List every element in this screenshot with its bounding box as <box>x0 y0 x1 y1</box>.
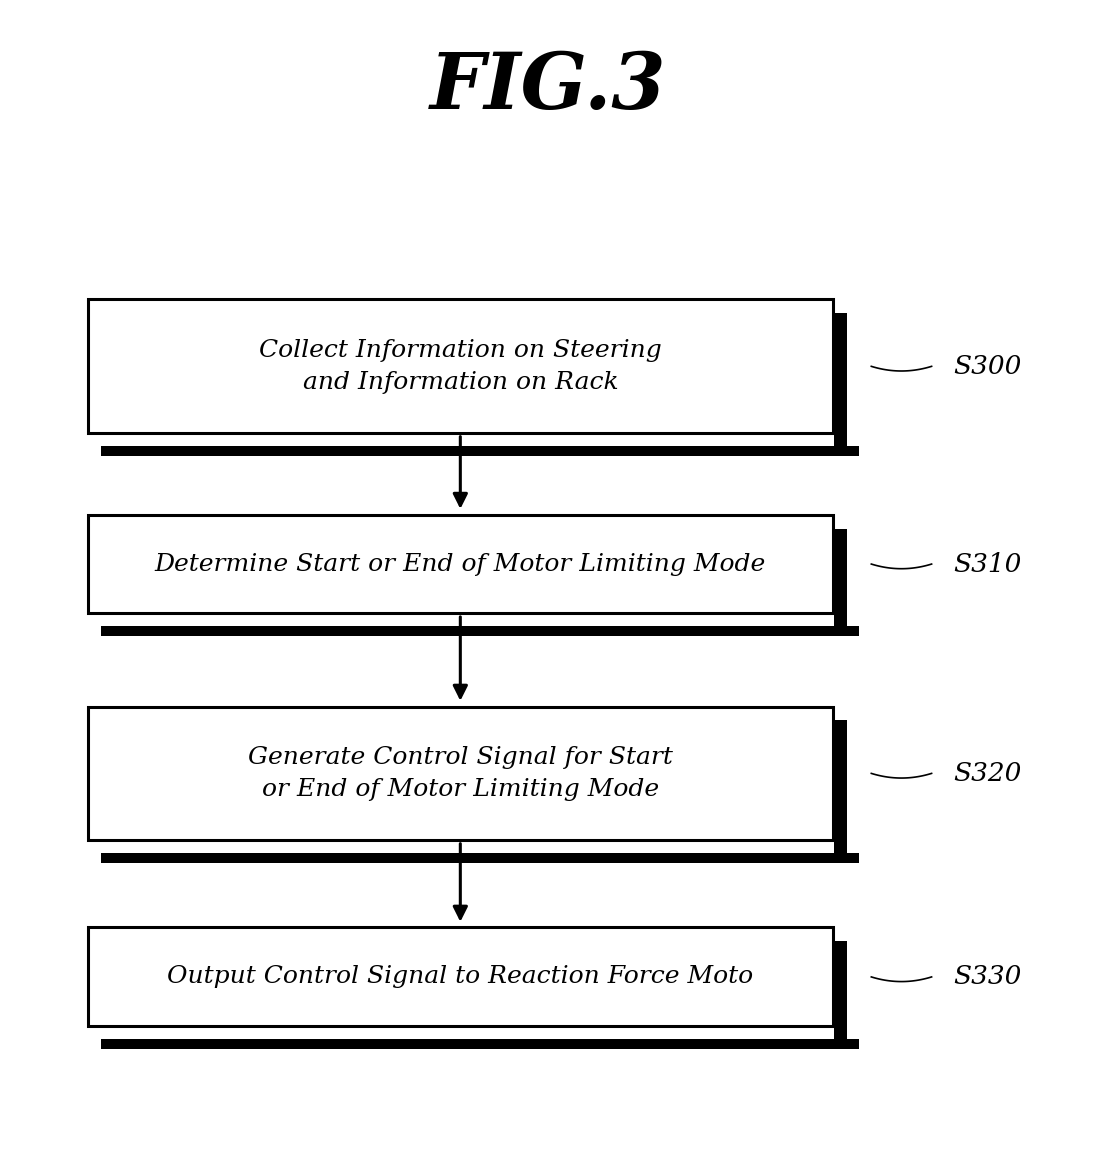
Text: S330: S330 <box>954 964 1021 990</box>
Text: S300: S300 <box>954 354 1021 379</box>
Bar <box>88 515 833 614</box>
Text: Determine Start or End of Motor Limiting Mode: Determine Start or End of Motor Limiting… <box>155 552 766 576</box>
Bar <box>834 314 847 448</box>
Bar <box>101 445 859 456</box>
Text: FIG.3: FIG.3 <box>430 49 666 126</box>
Bar <box>101 852 859 863</box>
Text: Generate Control Signal for Start
or End of Motor Limiting Mode: Generate Control Signal for Start or End… <box>248 745 673 801</box>
Text: Collect Information on Steering
and Information on Rack: Collect Information on Steering and Info… <box>259 338 662 394</box>
Bar <box>834 721 847 854</box>
Text: S320: S320 <box>954 761 1021 786</box>
Text: S310: S310 <box>954 551 1021 577</box>
Bar <box>834 529 847 628</box>
Bar <box>88 300 833 434</box>
Bar <box>101 626 859 636</box>
Bar <box>88 928 833 1027</box>
Bar <box>834 942 847 1041</box>
Bar <box>101 1039 859 1049</box>
Bar <box>88 707 833 840</box>
Text: Output Control Signal to Reaction Force Moto: Output Control Signal to Reaction Force … <box>168 965 753 989</box>
